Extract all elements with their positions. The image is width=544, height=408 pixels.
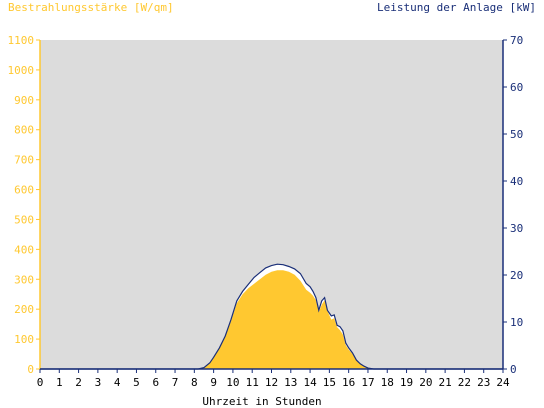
left-tick-label: 500 [14,213,34,226]
x-tick-label: 2 [75,376,82,389]
x-tick-label: 21 [439,376,452,389]
left-tick-label: 1000 [8,64,35,77]
right-tick-label: 70 [510,34,523,47]
x-tick-label: 10 [226,376,239,389]
x-tick-label: 19 [400,376,413,389]
x-tick-label: 23 [477,376,490,389]
x-tick-label: 22 [458,376,471,389]
x-tick-label: 3 [95,376,102,389]
left-tick-label: 300 [14,273,34,286]
right-tick-label: 30 [510,222,523,235]
power-line [40,263,503,370]
x-tick-label: 14 [303,376,317,389]
x-tick-label: 0 [37,376,44,389]
x-tick-label: 13 [284,376,297,389]
x-tick-label: 4 [114,376,121,389]
x-tick-label: 5 [133,376,140,389]
x-tick-label: 20 [419,376,432,389]
x-tick-label: 7 [172,376,179,389]
tick-labels: 0100200300400500600700800900100011000102… [8,34,524,389]
left-tick-label: 600 [14,184,34,197]
x-tick-label: 11 [246,376,259,389]
left-tick-label: 200 [14,303,34,316]
left-tick-label: 1100 [8,34,35,47]
left-tick-label: 800 [14,124,34,137]
right-tick-label: 20 [510,269,523,282]
axes [36,39,507,373]
x-tick-label: 24 [496,376,510,389]
left-tick-label: 100 [14,333,34,346]
x-tick-label: 6 [152,376,159,389]
x-axis-label: Uhrzeit in Stunden [202,395,321,408]
x-tick-label: 16 [342,376,355,389]
right-axis-title: Leistung der Anlage [kW] [377,1,536,14]
left-tick-label: 0 [27,363,34,376]
left-tick-label: 900 [14,94,34,107]
x-tick-label: 1 [56,376,63,389]
left-tick-label: 700 [14,154,34,167]
left-tick-label: 400 [14,243,34,256]
left-axis-title: Bestrahlungsstärke [W/qm] [8,1,174,14]
x-tick-label: 8 [191,376,198,389]
x-tick-label: 12 [265,376,278,389]
right-tick-label: 10 [510,316,523,329]
irradiance-area [198,270,374,369]
x-tick-label: 9 [210,376,217,389]
x-tick-label: 15 [323,376,336,389]
right-tick-label: 40 [510,175,523,188]
right-tick-label: 0 [510,363,517,376]
right-tick-label: 50 [510,128,523,141]
x-tick-label: 17 [361,376,374,389]
right-tick-label: 60 [510,81,523,94]
x-tick-label: 18 [381,376,394,389]
